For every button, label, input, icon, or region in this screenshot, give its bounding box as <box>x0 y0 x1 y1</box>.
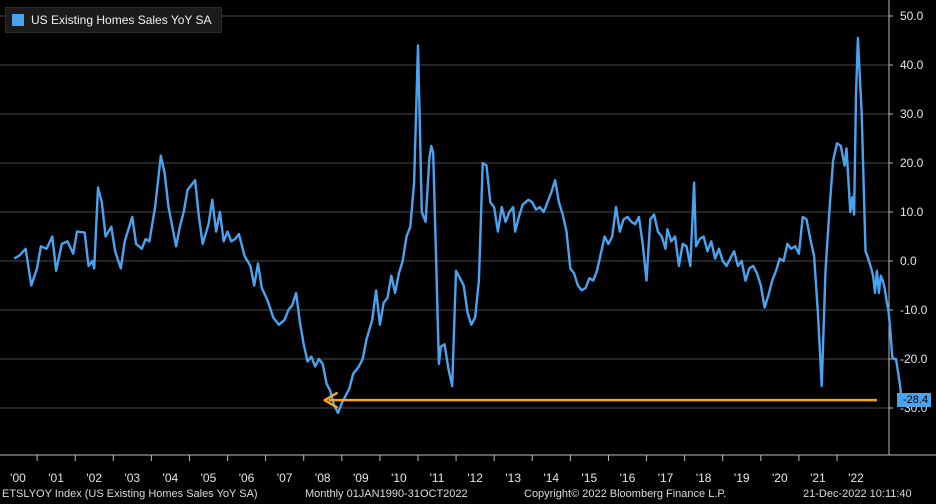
footer-timestamp: 21-Dec-2022 10:11:40 <box>803 488 912 500</box>
y-tick-label: 40.0 <box>900 58 924 72</box>
x-tick-label: '05 <box>201 471 217 485</box>
x-tick-label: '10 <box>391 471 407 485</box>
legend-label: US Existing Homes Sales YoY SA <box>31 13 212 27</box>
footer-copyright: Copyright© 2022 Bloomberg Finance L.P. <box>524 488 727 500</box>
x-tick-label: '22 <box>848 471 864 485</box>
y-tick-label: -20.0 <box>900 352 928 366</box>
x-tick-label: '11 <box>430 471 445 485</box>
annotation-arrow <box>323 391 877 409</box>
x-tick-label: '13 <box>505 471 521 485</box>
x-tick-label: '08 <box>315 471 331 485</box>
y-tick-label: -10.0 <box>900 303 928 317</box>
x-tick-label: '21 <box>810 471 826 485</box>
y-tick-label: 50.0 <box>900 9 924 23</box>
x-tick-label: '14 <box>543 471 559 485</box>
footer-range: Monthly 01JAN1990-31OCT2022 <box>305 488 468 500</box>
x-tick-label: '16 <box>620 471 636 485</box>
x-tick-label: '06 <box>239 471 255 485</box>
x-tick-label: '20 <box>772 471 788 485</box>
arrow-head <box>323 391 338 409</box>
x-tick-label: '03 <box>124 471 140 485</box>
x-tick-label: '02 <box>86 471 102 485</box>
x-tick-label: '18 <box>696 471 712 485</box>
x-tick-label: '17 <box>658 471 674 485</box>
x-tick-marks <box>36 455 838 461</box>
x-tick-label: '07 <box>277 471 293 485</box>
y-tick-label: 10.0 <box>900 205 924 219</box>
y-tick-label: 20.0 <box>900 156 924 170</box>
x-tick-label: '00 <box>10 471 26 485</box>
x-tick-label: '19 <box>734 471 750 485</box>
last-value-label: -28.4 <box>897 393 932 407</box>
legend-swatch <box>12 14 24 26</box>
y-tick-label: 30.0 <box>900 107 924 121</box>
footer-ticker: ETSLYOY Index (US Existing Homes Sales Y… <box>2 488 258 500</box>
x-tick-label: '04 <box>163 471 179 485</box>
x-tick-label: '15 <box>582 471 598 485</box>
legend: US Existing Homes Sales YoY SA <box>5 7 222 33</box>
y-tick-label: 0.0 <box>900 254 917 268</box>
x-tick-label: '12 <box>467 471 483 485</box>
y-tick-labels: 50.040.030.020.010.00.0-10.0-20.0-30.0 <box>900 9 928 415</box>
x-tick-label: '09 <box>353 471 369 485</box>
x-tick-label: '01 <box>48 471 64 485</box>
footer: ETSLYOY Index (US Existing Homes Sales Y… <box>0 486 936 504</box>
gridlines <box>0 15 893 409</box>
series-line-us-existing-home-sales <box>13 36 903 415</box>
x-tick-labels: '00 '01 '02 '03 '04 '05 '06 '07 '08 '09 '10 '11 '12 '… <box>10 471 864 485</box>
